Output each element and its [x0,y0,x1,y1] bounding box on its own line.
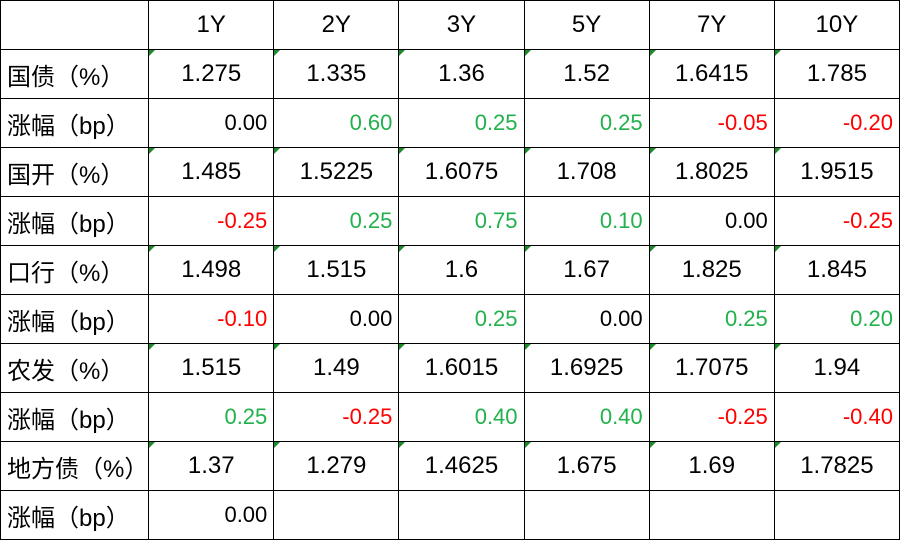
table-row: 口行（%） 1.498 1.515 1.6 1.67 1.825 1.845 [0,245,900,295]
change-cell[interactable]: -0.10 [148,294,275,344]
change-cell[interactable]: 0.25 [398,294,525,344]
table-row: 地方债（%） 1.37 1.279 1.4625 1.675 1.69 1.78… [0,441,900,491]
row-label[interactable]: 农发（%） [0,343,150,393]
yield-cell[interactable]: 1.6075 [398,147,525,197]
header-cell-5y[interactable]: 5Y [523,0,650,50]
row-label[interactable]: 口行（%） [0,245,150,295]
yield-cell[interactable]: 1.515 [148,343,275,393]
row-label[interactable]: 涨幅（bp） [0,196,150,246]
row-label[interactable]: 涨幅（bp） [0,490,150,540]
change-cell[interactable]: 0.40 [523,392,650,442]
yield-cell[interactable]: 1.825 [648,245,775,295]
yield-cell[interactable]: 1.7075 [648,343,775,393]
table-row: 国开（%） 1.485 1.5225 1.6075 1.708 1.8025 1… [0,147,900,197]
change-cell[interactable]: -0.40 [773,392,900,442]
header-cell-10y[interactable]: 10Y [773,0,900,50]
yield-cell[interactable]: 1.845 [773,245,900,295]
yield-cell[interactable]: 1.335 [273,49,400,99]
table-row: 涨幅（bp） 0.00 [0,490,900,540]
header-cell-1y[interactable]: 1Y [148,0,275,50]
yield-cell[interactable]: 1.5225 [273,147,400,197]
change-cell[interactable]: -0.25 [273,392,400,442]
yield-cell[interactable]: 1.6415 [648,49,775,99]
yield-cell[interactable]: 1.6 [398,245,525,295]
change-cell[interactable]: -0.05 [648,98,775,148]
change-cell[interactable]: 0.25 [523,98,650,148]
table-row: 农发（%） 1.515 1.49 1.6015 1.6925 1.7075 1.… [0,343,900,393]
change-cell[interactable]: 0.25 [398,98,525,148]
yield-cell[interactable]: 1.785 [773,49,900,99]
empty-cell[interactable] [398,490,525,540]
yield-cell[interactable]: 1.708 [523,147,650,197]
empty-cell[interactable] [648,490,775,540]
change-cell[interactable]: 0.60 [273,98,400,148]
yield-cell[interactable]: 1.52 [523,49,650,99]
change-cell[interactable]: 0.25 [273,196,400,246]
table-row: 国债（%） 1.275 1.335 1.36 1.52 1.6415 1.785 [0,49,900,99]
change-cell[interactable]: 0.00 [648,196,775,246]
change-cell[interactable]: 0.00 [148,98,275,148]
corner-cell[interactable] [0,0,150,50]
row-label[interactable]: 地方债（%） [0,441,150,491]
change-cell[interactable]: 0.25 [648,294,775,344]
change-cell[interactable]: 0.20 [773,294,900,344]
row-label[interactable]: 涨幅（bp） [0,98,150,148]
change-cell[interactable]: 0.00 [273,294,400,344]
table-row: 涨幅（bp） 0.00 0.60 0.25 0.25 -0.05 -0.20 [0,98,900,148]
header-cell-7y[interactable]: 7Y [648,0,775,50]
table-row: 涨幅（bp） -0.25 0.25 0.75 0.10 0.00 -0.25 [0,196,900,246]
change-cell[interactable]: 0.75 [398,196,525,246]
yield-cell[interactable]: 1.69 [648,441,775,491]
change-cell[interactable]: 0.25 [148,392,275,442]
change-cell[interactable]: 0.40 [398,392,525,442]
yield-cell[interactable]: 1.4625 [398,441,525,491]
empty-cell[interactable] [773,490,900,540]
yield-cell[interactable]: 1.9515 [773,147,900,197]
yield-cell[interactable]: 1.37 [148,441,275,491]
header-cell-2y[interactable]: 2Y [273,0,400,50]
yield-cell[interactable]: 1.67 [523,245,650,295]
yield-cell[interactable]: 1.275 [148,49,275,99]
header-cell-3y[interactable]: 3Y [398,0,525,50]
yield-cell[interactable]: 1.485 [148,147,275,197]
yield-cell[interactable]: 1.675 [523,441,650,491]
header-row: 1Y 2Y 3Y 5Y 7Y 10Y [0,0,900,50]
change-cell[interactable]: -0.25 [148,196,275,246]
empty-cell[interactable] [273,490,400,540]
change-cell[interactable]: -0.25 [773,196,900,246]
yield-cell[interactable]: 1.49 [273,343,400,393]
table-row: 涨幅（bp） -0.10 0.00 0.25 0.00 0.25 0.20 [0,294,900,344]
yield-cell[interactable]: 1.515 [273,245,400,295]
row-label[interactable]: 涨幅（bp） [0,392,150,442]
row-label[interactable]: 国债（%） [0,49,150,99]
yield-cell[interactable]: 1.6015 [398,343,525,393]
row-label[interactable]: 国开（%） [0,147,150,197]
yield-cell[interactable]: 1.498 [148,245,275,295]
change-cell[interactable]: 0.00 [523,294,650,344]
change-cell[interactable]: 0.10 [523,196,650,246]
change-cell[interactable]: 0.00 [148,490,275,540]
row-label[interactable]: 涨幅（bp） [0,294,150,344]
table-row: 涨幅（bp） 0.25 -0.25 0.40 0.40 -0.25 -0.40 [0,392,900,442]
yield-cell[interactable]: 1.7825 [773,441,900,491]
change-cell[interactable]: -0.25 [648,392,775,442]
yield-cell[interactable]: 1.36 [398,49,525,99]
yield-cell[interactable]: 1.6925 [523,343,650,393]
yield-cell[interactable]: 1.279 [273,441,400,491]
change-cell[interactable]: -0.20 [773,98,900,148]
yield-cell[interactable]: 1.94 [773,343,900,393]
empty-cell[interactable] [523,490,650,540]
yield-cell[interactable]: 1.8025 [648,147,775,197]
